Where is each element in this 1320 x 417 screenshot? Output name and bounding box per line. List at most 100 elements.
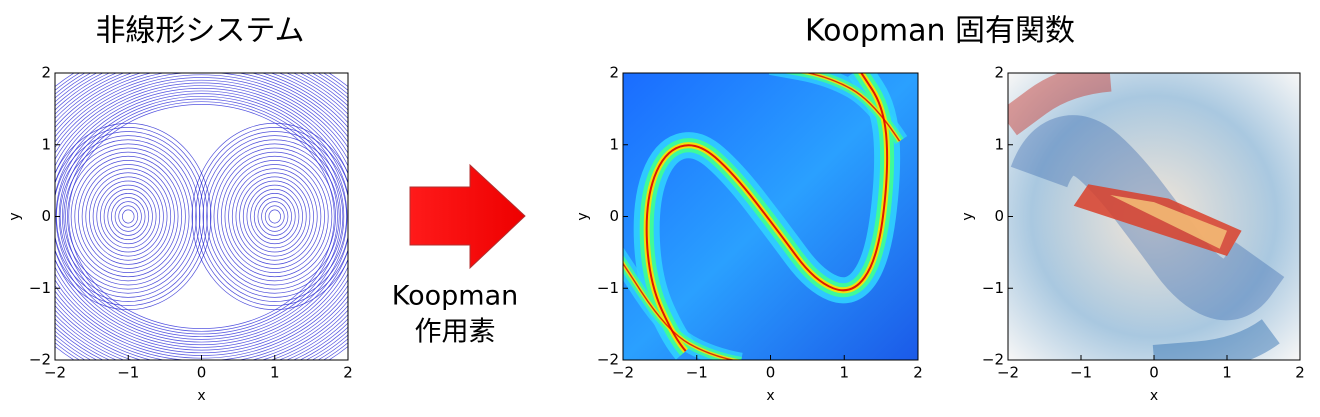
streamline [213, 147, 336, 286]
arrow-label: 作用素 [415, 317, 496, 348]
streamline [55, 82, 348, 351]
streamline [103, 188, 153, 245]
band [1008, 73, 1112, 136]
streamline [257, 197, 292, 236]
y-tick-label: −1 [29, 279, 51, 297]
streamline [206, 139, 344, 294]
band [1110, 195, 1227, 249]
plot-area [1008, 73, 1300, 360]
streamline [239, 176, 311, 257]
y-tick-label: −1 [597, 279, 619, 297]
level-curve [623, 262, 736, 360]
y-tick-label: 2 [994, 64, 1004, 82]
x-tick-label: 1 [1222, 364, 1232, 382]
x-tick-label: 0 [197, 364, 207, 382]
streamline [195, 127, 348, 306]
streamline [220, 155, 329, 278]
streamline [67, 147, 190, 286]
streamline [246, 184, 303, 249]
x-axis-label: x [197, 388, 205, 404]
streamline [55, 79, 348, 354]
plot-area [55, 73, 348, 360]
x-tick-label: −2 [997, 364, 1019, 382]
streamline [55, 90, 348, 343]
x-axis-label: x [766, 388, 774, 404]
streamline [217, 151, 333, 282]
streamline [231, 168, 318, 265]
y-tick-label: 1 [41, 135, 51, 153]
streamline [70, 151, 186, 282]
streamline [96, 180, 161, 253]
x-tick-label: −2 [612, 364, 634, 382]
streamline [55, 127, 208, 306]
y-tick-label: 2 [41, 64, 51, 82]
right-title: Koopman 固有関数 [805, 14, 1075, 49]
streamline [74, 155, 183, 278]
streamline [122, 209, 135, 224]
streamline [55, 85, 348, 348]
streamline [209, 143, 340, 290]
streamline [100, 184, 157, 249]
y-tick-label: 0 [609, 207, 619, 225]
streamline [81, 164, 175, 269]
background [55, 73, 348, 360]
y-tick-label: 0 [994, 207, 1004, 225]
x-tick-label: −1 [686, 364, 708, 382]
y-tick-label: 0 [41, 207, 51, 225]
level-curve [805, 73, 901, 142]
streamline [235, 172, 314, 261]
x-axis-label: x [1150, 388, 1158, 404]
streamline [89, 172, 168, 261]
y-tick-label: −2 [982, 351, 1004, 369]
streamline [224, 160, 325, 273]
streamline [85, 168, 172, 265]
streamline [118, 205, 139, 228]
x-tick-label: 0 [766, 364, 776, 382]
arrow-label: Koopman [392, 281, 519, 312]
y-tick-label: −1 [982, 279, 1004, 297]
x-tick-label: −1 [1070, 364, 1092, 382]
y-tick-label: −2 [29, 351, 51, 369]
streamline [111, 197, 146, 236]
y-tick-label: 2 [609, 64, 619, 82]
streamline [55, 87, 348, 346]
x-tick-label: 2 [343, 364, 353, 382]
streamline [202, 135, 347, 298]
y-tick-label: −2 [597, 351, 619, 369]
level-curve [645, 73, 889, 352]
plot-area [623, 73, 918, 360]
streamline [114, 201, 142, 232]
streamline [268, 209, 281, 224]
x-tick-label: −1 [117, 364, 139, 382]
x-tick-label: 2 [913, 364, 923, 382]
streamline [228, 164, 322, 269]
left-title: 非線形システム [95, 14, 304, 49]
y-axis-label: y [7, 212, 23, 220]
x-tick-label: 1 [839, 364, 849, 382]
streamline [242, 180, 307, 253]
x-tick-label: 2 [1295, 364, 1305, 382]
streamline [264, 205, 285, 228]
x-tick-label: 0 [1149, 364, 1159, 382]
streamline [63, 143, 194, 290]
streamline [250, 188, 300, 245]
y-tick-label: 1 [994, 135, 1004, 153]
streamline [92, 176, 164, 257]
y-axis-label: y [960, 212, 976, 220]
arrow [409, 163, 526, 270]
streamline [59, 139, 197, 294]
streamline [55, 131, 205, 302]
streamline [198, 131, 348, 302]
streamline [62, 98, 341, 335]
streamline [261, 201, 289, 232]
streamline [65, 101, 338, 332]
x-tick-label: 1 [270, 364, 280, 382]
y-tick-label: 1 [609, 135, 619, 153]
x-tick-label: −2 [44, 364, 66, 382]
streamline [253, 193, 296, 240]
y-axis-label: y [575, 212, 591, 220]
streamline [107, 193, 150, 240]
streamline [68, 104, 335, 329]
streamline [78, 160, 179, 273]
